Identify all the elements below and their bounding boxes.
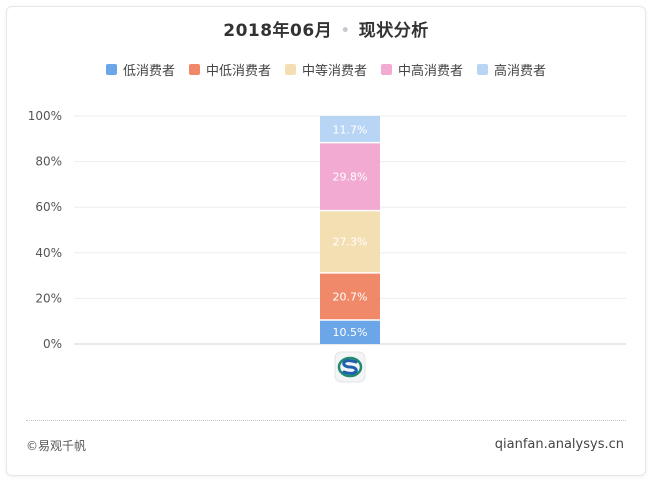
chart-title: 2018年06月 • 现状分析 (0, 16, 652, 41)
data-label: 20.7% (333, 290, 368, 303)
legend-item[interactable]: 中高消费者 (381, 60, 463, 79)
title-date: 2018年06月 (223, 21, 333, 41)
legend-swatch (188, 64, 200, 75)
y-tick-label: 0% (43, 337, 62, 351)
legend-item[interactable]: 高消费者 (477, 60, 546, 79)
footer-url: qianfan.analysys.cn (494, 437, 624, 452)
legend-label: 中高消费者 (398, 64, 464, 79)
legend-label: 中低消费者 (205, 64, 271, 79)
legend-label: 低消费者 (122, 64, 175, 79)
legend-swatch (381, 64, 392, 75)
title-separator: • (340, 21, 351, 41)
legend-swatch (477, 64, 489, 75)
bar-segment (320, 320, 380, 344)
title-text: 现状分析 (358, 21, 429, 41)
data-label: 10.5% (333, 326, 368, 339)
y-tick-label: 20% (35, 291, 62, 305)
y-tick-label: 40% (35, 246, 62, 260)
legend-item[interactable]: 低消费者 (105, 60, 175, 79)
y-tick-label: 80% (35, 155, 62, 169)
bar-segment (320, 142, 380, 211)
legend-label: 高消费者 (494, 64, 547, 79)
legend-swatch (105, 64, 117, 75)
legend: 低消费者 中低消费者 中等消费者 中高消费者 高消费者 (0, 60, 652, 79)
stacked-bar-chart: 0% 20% 40% 60% 80% 100% 10.5% 20.7% 27.3% 29.8% 11… (28, 109, 626, 383)
bar-segment (320, 272, 380, 321)
legend-label: 中等消费者 (301, 64, 367, 79)
footer-copyright: ©易观千帆 (26, 439, 87, 453)
legend-item[interactable]: 中低消费者 (188, 60, 271, 79)
bar-segment (320, 116, 380, 143)
bar-segment (320, 210, 380, 273)
legend-swatch (284, 64, 296, 75)
app-logo-icon (334, 351, 366, 383)
data-label: 11.7% (333, 123, 368, 136)
legend-item[interactable]: 中等消费者 (284, 60, 367, 79)
data-label: 27.3% (333, 236, 368, 249)
data-label: 29.8% (333, 171, 368, 184)
y-tick-label: 100% (28, 109, 62, 123)
footer-divider (26, 420, 626, 421)
y-tick-label: 60% (35, 200, 62, 214)
